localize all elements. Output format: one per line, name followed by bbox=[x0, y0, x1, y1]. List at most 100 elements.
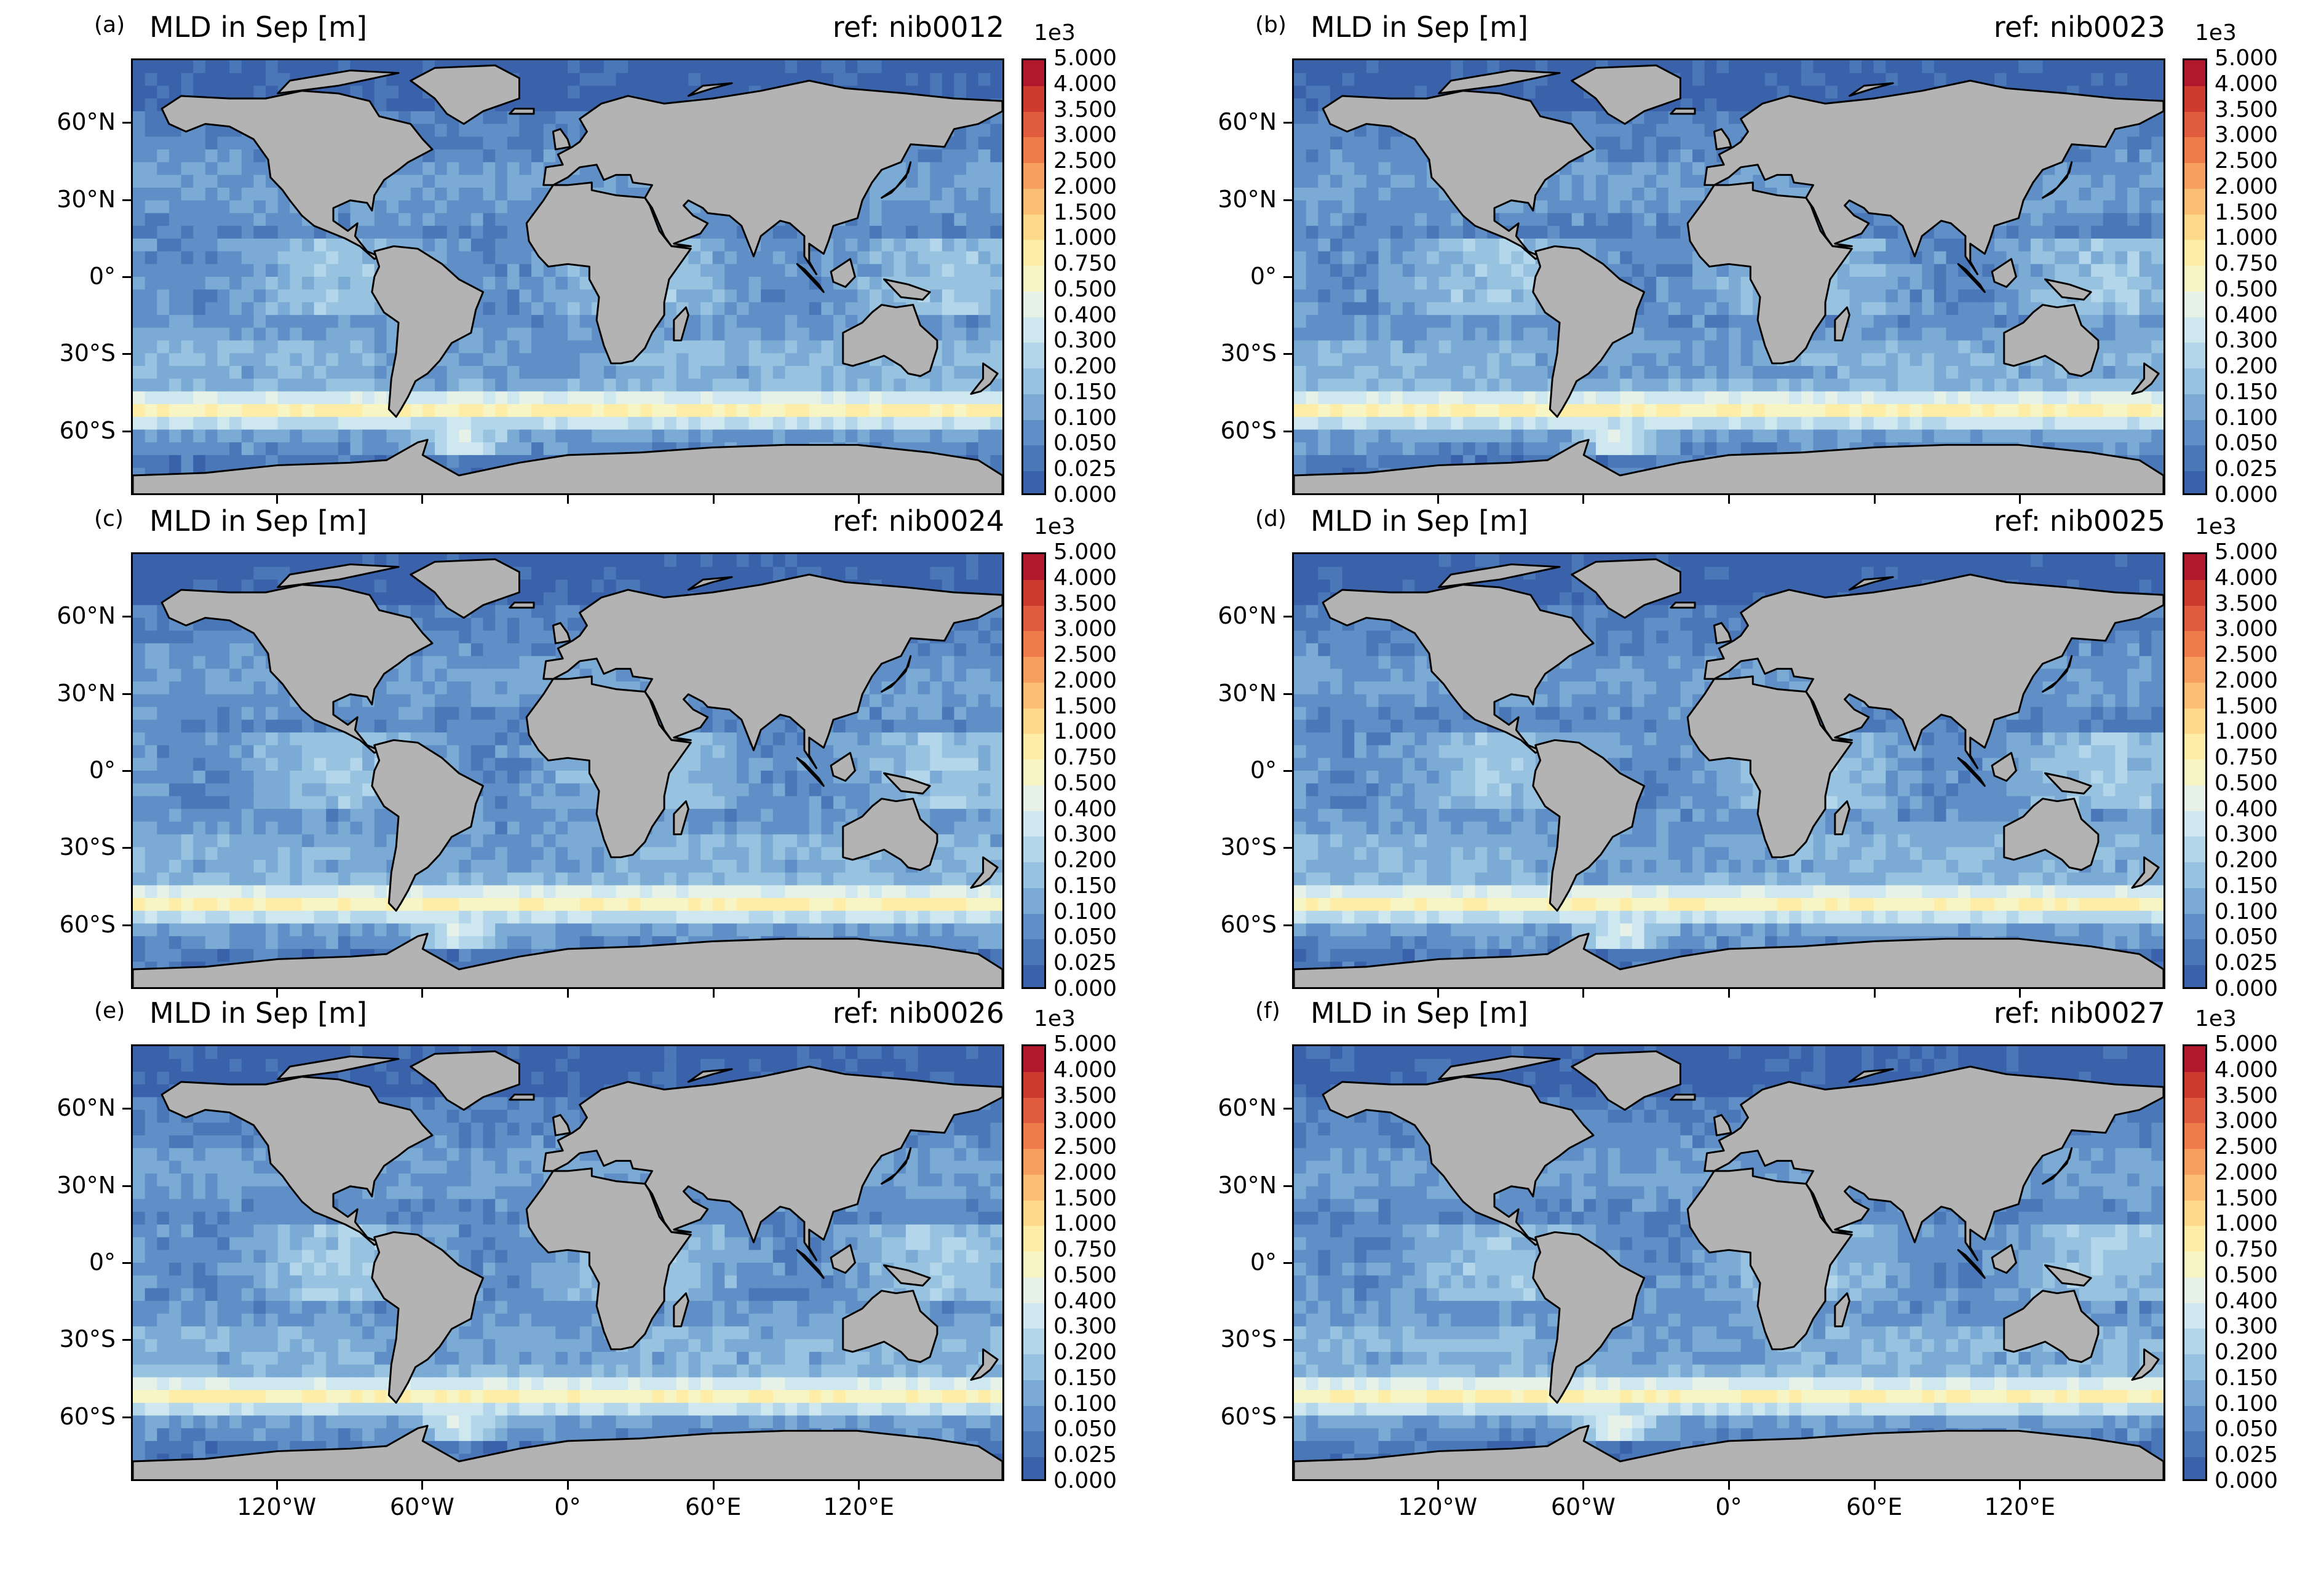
colorbar-tick-label: 0.500 bbox=[1053, 276, 1117, 302]
colorbar-tick-label: 4.000 bbox=[1053, 1057, 1117, 1082]
land-polygon bbox=[883, 772, 931, 795]
land-polygon bbox=[1322, 584, 1595, 754]
colorbar-tick-label: 0.750 bbox=[2215, 1237, 2278, 1263]
land-polygon bbox=[883, 278, 931, 301]
land-polygon bbox=[161, 584, 434, 754]
colorbar-segment bbox=[1023, 111, 1044, 138]
land-polygon bbox=[2044, 278, 2092, 301]
colorbar-tick-label: 0.050 bbox=[1053, 431, 1117, 456]
colorbar-tick-label: 4.000 bbox=[2215, 1057, 2278, 1082]
y-tick bbox=[1283, 430, 1292, 432]
land-polygon bbox=[687, 82, 733, 97]
colorbar-segment bbox=[2184, 1226, 2205, 1253]
colorbar-tick-label: 2.500 bbox=[1053, 148, 1117, 174]
colorbar-tick-label: 0.100 bbox=[1053, 1391, 1117, 1416]
colorbar-tick-label: 5.000 bbox=[1053, 1031, 1117, 1057]
land-polygon bbox=[410, 64, 520, 125]
land-polygon bbox=[842, 798, 938, 871]
y-tick-label: 30°S bbox=[59, 833, 116, 861]
colorbar-tick-label: 2.000 bbox=[2215, 173, 2278, 199]
colorbar-segment bbox=[2184, 1405, 2205, 1432]
y-tick bbox=[122, 122, 131, 124]
colorbar-tick-label: 0.025 bbox=[1053, 1442, 1117, 1468]
land-polygon bbox=[1571, 64, 1681, 125]
land-polygon bbox=[1834, 800, 1850, 836]
colorbar-segment bbox=[1023, 657, 1044, 683]
x-tick bbox=[276, 1481, 278, 1490]
colorbar-tick-label: 0.000 bbox=[2215, 482, 2278, 507]
x-tick bbox=[858, 495, 860, 504]
colorbar-segment bbox=[2184, 708, 2205, 735]
y-tick bbox=[122, 770, 131, 772]
colorbar-segment bbox=[1023, 471, 1044, 493]
x-tick bbox=[1582, 495, 1585, 504]
land-polygon bbox=[1848, 576, 1894, 591]
colorbar-tick-label: 0.100 bbox=[1053, 899, 1117, 924]
land-polygon bbox=[2042, 1147, 2073, 1185]
x-tick bbox=[858, 989, 860, 998]
land-polygon bbox=[2044, 1264, 2092, 1287]
colorbar-tick-label: 3.000 bbox=[1053, 616, 1117, 642]
colorbar-segment bbox=[1023, 1354, 1044, 1381]
land-polygon bbox=[673, 1292, 689, 1328]
x-tick bbox=[567, 989, 569, 998]
colorbar-tick-label: 4.000 bbox=[1053, 565, 1117, 590]
land-polygon bbox=[2003, 304, 2100, 377]
colorbar-tick-label: 0.300 bbox=[1053, 328, 1117, 354]
colorbar-segment bbox=[1023, 85, 1044, 113]
panel-title: MLD in Sep [m] bbox=[1311, 10, 1528, 44]
land-polygon bbox=[2003, 798, 2100, 871]
land-polygon bbox=[509, 602, 535, 609]
x-tick bbox=[421, 1481, 424, 1490]
colorbar-segment bbox=[2184, 1380, 2205, 1407]
colorbar-tick-label: 1.000 bbox=[2215, 1211, 2278, 1237]
land-polygon bbox=[1670, 1094, 1696, 1101]
colorbar-tick-label: 0.750 bbox=[1053, 251, 1117, 277]
colorbar-segment bbox=[2184, 836, 2205, 864]
y-tick bbox=[122, 430, 131, 432]
colorbar-tick-label: 2.500 bbox=[2215, 642, 2278, 668]
colorbar-tick-label: 0.150 bbox=[2215, 1365, 2278, 1391]
map-plot bbox=[131, 58, 1004, 495]
colorbar-tick-label: 0.025 bbox=[2215, 1442, 2278, 1468]
colorbar-segment bbox=[2184, 682, 2205, 709]
colorbar-segment bbox=[1023, 913, 1044, 940]
x-tick bbox=[1728, 495, 1730, 504]
colorbar-segment bbox=[1023, 1303, 1044, 1330]
colorbar-tick-label: 0.200 bbox=[1053, 1340, 1117, 1365]
land-polygon bbox=[1670, 602, 1696, 609]
colorbar-segment bbox=[1023, 1174, 1044, 1201]
land-polygon bbox=[1686, 675, 1853, 859]
x-tick bbox=[567, 1481, 569, 1490]
colorbar-tick-label: 0.150 bbox=[1053, 1365, 1117, 1391]
land-polygon bbox=[687, 1068, 733, 1083]
y-tick bbox=[1283, 1262, 1292, 1264]
colorbar-tick-label: 0.400 bbox=[2215, 1288, 2278, 1314]
colorbar-tick-label: 2.000 bbox=[1053, 173, 1117, 199]
land-polygon bbox=[1991, 752, 2017, 782]
colorbar-segment bbox=[2184, 1097, 2205, 1124]
colorbar-tick-label: 0.100 bbox=[2215, 899, 2278, 924]
mld-field bbox=[133, 554, 1002, 987]
land-polygon bbox=[1532, 739, 1646, 912]
colorbar-tick-label: 0.025 bbox=[1053, 456, 1117, 482]
mld-field bbox=[133, 1046, 1002, 1479]
land-polygon bbox=[1713, 1114, 1732, 1137]
colorbar-segment bbox=[1023, 445, 1044, 472]
colorbar-segment bbox=[2184, 631, 2205, 658]
x-tick-label: 120°W bbox=[1398, 1493, 1478, 1520]
y-tick-label: 60°S bbox=[59, 416, 116, 444]
colorbar-segment bbox=[2184, 188, 2205, 215]
colorbar-tick-label: 4.000 bbox=[2215, 71, 2278, 97]
y-tick-label: 0° bbox=[1250, 263, 1277, 290]
colorbar-segment bbox=[2184, 163, 2205, 189]
colorbar-segment bbox=[1023, 760, 1044, 786]
colorbar-tick-label: 0.025 bbox=[2215, 950, 2278, 976]
x-tick bbox=[2019, 1481, 2021, 1490]
y-tick bbox=[1283, 199, 1292, 201]
colorbar-tick-label: 0.100 bbox=[2215, 405, 2278, 431]
x-tick bbox=[1873, 1481, 1876, 1490]
colorbar-segment bbox=[1023, 240, 1044, 267]
y-tick-label: 30°S bbox=[1220, 1325, 1277, 1353]
colorbar-segment bbox=[2184, 760, 2205, 786]
